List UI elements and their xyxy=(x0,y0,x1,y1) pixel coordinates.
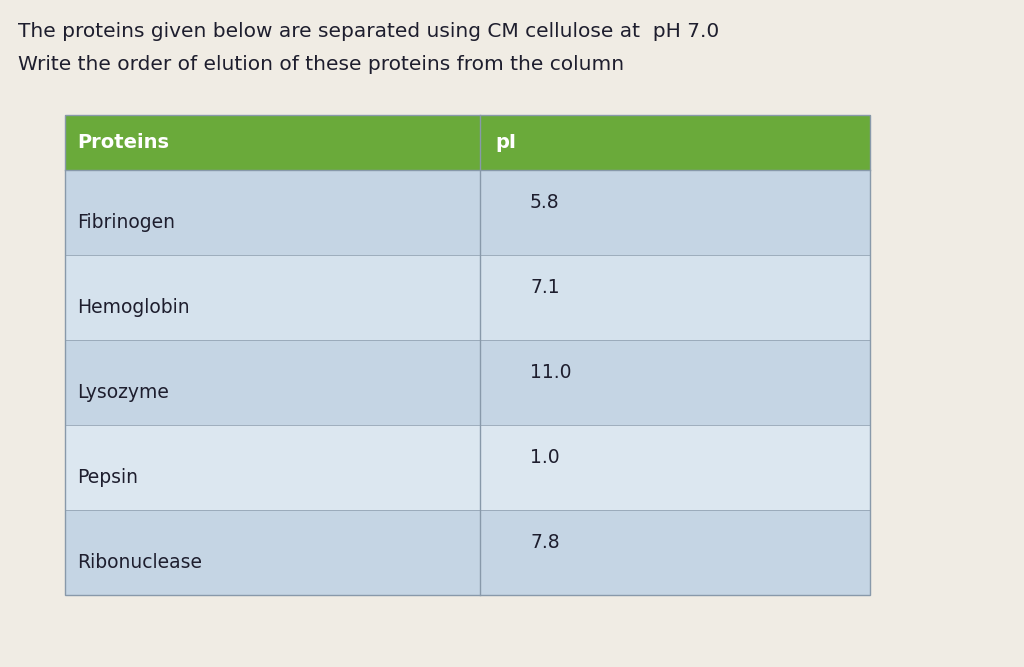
Text: pI: pI xyxy=(495,133,516,152)
Bar xyxy=(480,255,870,340)
Bar xyxy=(65,340,480,425)
Bar xyxy=(65,170,480,255)
Bar xyxy=(65,255,480,340)
Bar xyxy=(480,115,870,170)
Bar xyxy=(65,115,870,595)
Text: 5.8: 5.8 xyxy=(530,193,560,212)
Text: Hemoglobin: Hemoglobin xyxy=(77,298,189,317)
Text: 7.8: 7.8 xyxy=(530,533,560,552)
Text: 7.1: 7.1 xyxy=(530,277,560,297)
Bar xyxy=(480,510,870,595)
Bar xyxy=(65,115,480,170)
Text: The proteins given below are separated using CM cellulose at  pH 7.0: The proteins given below are separated u… xyxy=(18,22,719,41)
Text: Proteins: Proteins xyxy=(77,133,169,152)
Text: Fibrinogen: Fibrinogen xyxy=(77,213,175,232)
Bar xyxy=(65,510,480,595)
Text: 1.0: 1.0 xyxy=(530,448,560,467)
Text: Write the order of elution of these proteins from the column: Write the order of elution of these prot… xyxy=(18,55,624,74)
Bar xyxy=(480,425,870,510)
Text: 11.0: 11.0 xyxy=(530,363,571,382)
Bar xyxy=(480,170,870,255)
Text: Ribonuclease: Ribonuclease xyxy=(77,553,202,572)
Bar xyxy=(480,340,870,425)
Bar xyxy=(65,425,480,510)
Text: Pepsin: Pepsin xyxy=(77,468,138,487)
Text: Lysozyme: Lysozyme xyxy=(77,384,169,402)
